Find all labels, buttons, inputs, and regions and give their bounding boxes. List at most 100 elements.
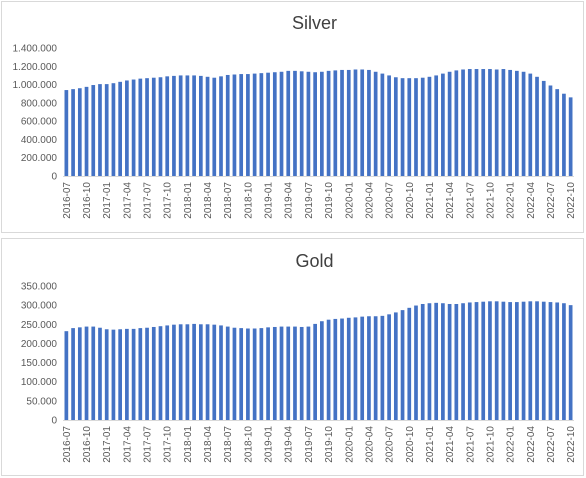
silver-bar [125, 80, 129, 176]
silver-bar [360, 69, 365, 176]
gold-x-tick-label: 2020-01 [344, 426, 355, 463]
silver-x-tick-label: 2017-04 [122, 182, 133, 219]
gold-bar [434, 302, 439, 420]
gold-bar [467, 302, 472, 420]
gold-bar [225, 326, 230, 420]
silver-bar [172, 75, 176, 176]
silver-bar [494, 69, 499, 176]
gold-bar [145, 327, 149, 420]
silver-bar [400, 78, 405, 176]
gold-y-tick-label: 50.000 [26, 396, 57, 407]
gold-bar [151, 326, 156, 420]
gold-bar [541, 301, 546, 420]
silver-x-tick-label: 2019-10 [324, 182, 335, 219]
gold-bar [494, 301, 499, 420]
silver-bar [521, 71, 526, 176]
silver-x-tick-label: 2020-04 [364, 182, 375, 219]
gold-bar [286, 326, 291, 420]
gold-bar [333, 318, 338, 420]
gold-bar [521, 301, 526, 420]
gold-bar [562, 303, 566, 420]
gold-x-tick-label: 2022-01 [506, 426, 517, 463]
silver-bar [306, 71, 311, 176]
silver-bar [367, 69, 371, 176]
silver-bar [346, 69, 351, 176]
silver-x-tick-label: 2019-04 [284, 182, 295, 219]
silver-bar [562, 93, 566, 176]
gold-bar [172, 324, 176, 420]
gold-x-tick-label: 2020-04 [364, 426, 375, 463]
silver-chart-title: Silver [292, 13, 337, 33]
gold-bar [441, 303, 445, 420]
silver-bar [259, 73, 264, 176]
gold-bar [266, 327, 270, 420]
gold-bar [353, 317, 358, 420]
gold-x-tick-label: 2017-04 [122, 426, 133, 463]
gold-bar [98, 327, 102, 420]
silver-x-tick-label: 2020-07 [385, 182, 396, 219]
gold-bar [320, 321, 324, 420]
silver-bar [239, 74, 244, 176]
gold-bar [548, 302, 553, 420]
silver-bar [104, 84, 109, 176]
gold-bar [91, 326, 96, 420]
silver-x-tick-label: 2018-07 [223, 182, 234, 219]
gold-bar [481, 301, 486, 420]
gold-y-tick-label: 250.000 [21, 320, 58, 331]
silver-x-tick-label: 2020-10 [405, 182, 416, 219]
gold-bar [158, 326, 163, 420]
gold-bar [360, 316, 365, 420]
silver-x-tick-label: 2018-01 [183, 182, 194, 219]
silver-bar [326, 70, 331, 176]
silver-bar [185, 75, 190, 176]
gold-x-tick-label: 2021-01 [425, 426, 436, 463]
silver-bar [528, 73, 533, 176]
silver-bar [467, 69, 472, 176]
gold-bar [259, 328, 264, 420]
gold-bar [367, 316, 371, 420]
gold-x-tick-label: 2021-07 [465, 426, 476, 463]
gold-bar [387, 314, 391, 420]
gold-bar [393, 312, 398, 420]
silver-bar [272, 72, 277, 176]
silver-x-tick-label: 2022-07 [546, 182, 557, 219]
silver-bar [91, 85, 96, 176]
gold-x-tick-label: 2022-07 [546, 426, 557, 463]
silver-bar [232, 74, 237, 176]
gold-bar [84, 326, 89, 420]
silver-bar [205, 76, 210, 176]
silver-bar [414, 78, 418, 176]
gold-bar [488, 301, 492, 420]
gold-bar [454, 303, 459, 420]
silver-bar [111, 83, 116, 176]
gold-x-tick-label: 2018-10 [243, 426, 254, 463]
gold-bar [414, 305, 418, 420]
gold-bar [508, 302, 512, 420]
silver-bar [541, 80, 546, 176]
silver-y-tick-label: 400.000 [21, 135, 58, 146]
gold-bar [212, 324, 217, 420]
silver-x-tick-label: 2017-01 [102, 182, 113, 219]
gold-x-tick-label: 2016-10 [82, 426, 93, 463]
silver-bar [481, 69, 486, 176]
gold-bar [131, 328, 136, 420]
silver-bar [313, 72, 317, 176]
gold-x-tick-label: 2016-07 [62, 426, 73, 463]
gold-bar [219, 325, 223, 420]
gold-bar [299, 326, 304, 420]
silver-bar [568, 97, 573, 176]
gold-bar [165, 325, 170, 420]
gold-y-tick-label: 300.000 [21, 301, 58, 312]
silver-bar [131, 79, 136, 176]
gold-bar [380, 315, 385, 420]
silver-bar [407, 78, 412, 176]
silver-y-tick-label: 0 [51, 172, 57, 183]
silver-x-tick-label: 2019-07 [304, 182, 315, 219]
gold-bar [178, 324, 183, 420]
gold-x-tick-label: 2019-10 [324, 426, 335, 463]
gold-x-tick-label: 2017-10 [163, 426, 174, 463]
silver-bar [501, 69, 506, 176]
gold-x-tick-label: 2021-10 [485, 426, 496, 463]
silver-x-tick-label: 2016-07 [62, 182, 73, 219]
silver-bar [299, 71, 304, 176]
